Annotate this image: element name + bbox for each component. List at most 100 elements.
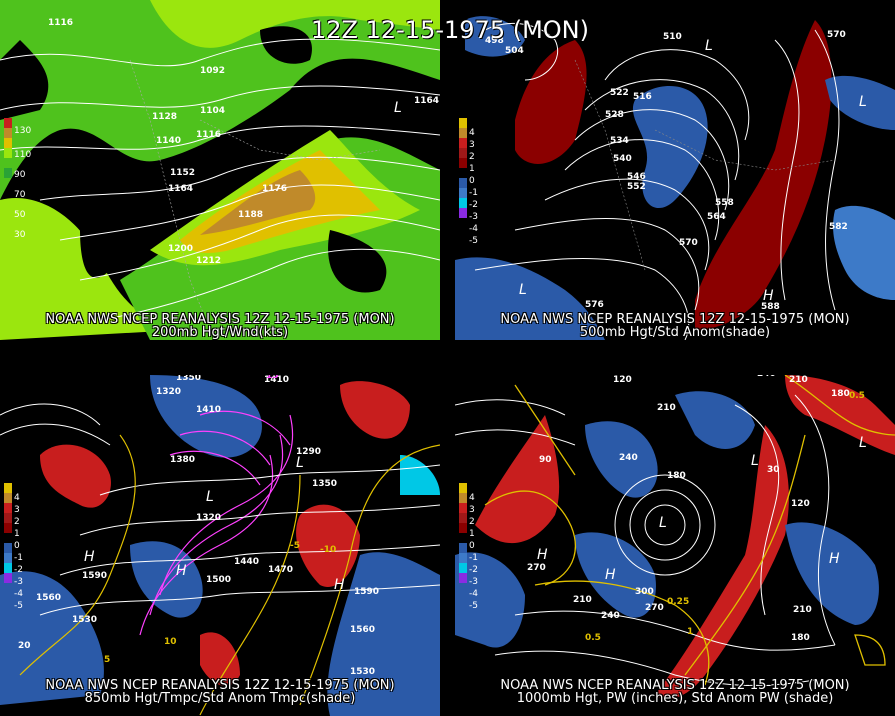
temp-label: 5 — [104, 655, 111, 665]
contour-label: 180 — [831, 389, 850, 399]
high-center: H — [84, 549, 95, 565]
contour-label: 1590 — [354, 587, 380, 597]
contour-label: 210 — [793, 605, 812, 615]
contour-label: 1092 — [200, 66, 226, 76]
contour-label: 1212 — [196, 256, 222, 266]
legend-label: 4 — [469, 128, 475, 138]
contour-label: 120 — [613, 375, 632, 385]
legend-label: 2 — [469, 152, 475, 162]
contour-label: 1590 — [82, 571, 108, 581]
legend-label: 1 — [14, 529, 20, 539]
contour-label: 588 — [761, 302, 780, 312]
contour-label: 570 — [827, 30, 846, 40]
temp-label: 20 — [18, 641, 31, 651]
panel-subtitle: 200mb Hgt/Wnd(kts) — [151, 325, 289, 340]
legend-label: 30 — [14, 230, 26, 240]
temp-label: 10 — [164, 637, 177, 647]
contour-label: 270 — [527, 563, 546, 573]
contour-label: 180 — [791, 633, 810, 643]
contour-label: 510 — [663, 32, 682, 42]
contour-label: 1380 — [170, 455, 196, 465]
map-200mb — [0, 0, 440, 340]
contour-label: 534 — [610, 136, 629, 146]
contour-label: 1500 — [206, 575, 232, 585]
contour-label: 1188 — [238, 210, 264, 220]
contour-label: 552 — [627, 182, 646, 192]
low-center: L — [296, 455, 304, 471]
legend-label: 2 — [469, 517, 475, 527]
legend-850mb — [4, 483, 12, 583]
temp-label: -5 — [290, 541, 300, 551]
contour-label: 180 — [667, 471, 686, 481]
contour-label: 1530 — [350, 667, 376, 677]
legend-label: 3 — [469, 140, 475, 150]
contour-label: 528 — [605, 110, 624, 120]
contour-label: 210 — [789, 375, 808, 385]
high-center: H — [763, 288, 774, 304]
contour-label: 1116 — [48, 18, 74, 28]
contour-label: 210 — [573, 595, 592, 605]
contour-label: 1560 — [36, 593, 62, 603]
legend-200mb — [4, 118, 12, 178]
panel-subtitle: 1000mb Hgt, PW (inches), Std Anom PW (sh… — [516, 691, 834, 706]
contour-label: 240 — [619, 453, 638, 463]
low-center: L — [751, 453, 759, 469]
contour-label: 558 — [715, 198, 734, 208]
panel-1000mb: 4 3 2 1 0 -1 -2 -3 -4 -5 240 210 180 120… — [455, 375, 895, 716]
contour-label: 240 — [601, 611, 620, 621]
legend-label: -2 — [14, 565, 23, 575]
panel-850mb: 4 3 2 1 0 -1 -2 -3 -4 -5 1350 1320 1410 … — [0, 375, 440, 716]
panel-subtitle: 500mb Hgt/Std Anom(shade) — [579, 325, 771, 340]
pw-label: 0.5 — [585, 633, 601, 643]
temp-label: 15 — [266, 375, 279, 381]
contour-label: 1320 — [156, 387, 182, 397]
low-center: L — [394, 100, 402, 116]
contour-label: 90 — [539, 455, 552, 465]
contour-label: 570 — [679, 238, 698, 248]
contour-label: 1440 — [234, 557, 260, 567]
high-center: H — [334, 577, 345, 593]
contour-label: 540 — [613, 154, 632, 164]
legend-label: -2 — [469, 565, 478, 575]
contour-label: 516 — [633, 92, 652, 102]
legend-label: -1 — [14, 553, 23, 563]
pw-label: 1 — [687, 627, 694, 637]
high-center: H — [176, 563, 187, 579]
legend-label: 3 — [469, 505, 475, 515]
low-center: L — [859, 435, 867, 451]
contour-label: 546 — [627, 172, 646, 182]
low-center: L — [859, 94, 867, 110]
low-center: L — [705, 38, 713, 54]
legend-label: 4 — [14, 493, 20, 503]
low-center: L — [519, 282, 527, 298]
contour-label: 1152 — [170, 168, 196, 178]
panel-500mb: 4 3 2 1 0 -1 -2 -3 -4 -5 498 504 510 516… — [455, 0, 895, 340]
legend-label: -1 — [469, 188, 478, 198]
contour-label: 582 — [829, 222, 848, 232]
contour-label: 240 — [757, 375, 776, 379]
contour-label: 1164 — [168, 184, 194, 194]
legend-label: -3 — [14, 577, 23, 587]
map-850mb — [0, 375, 440, 716]
contour-label: 1176 — [262, 184, 288, 194]
legend-label: 3 — [14, 505, 20, 515]
legend-label: -3 — [469, 212, 478, 222]
panel-200mb: 130 110 90 70 50 30 1116 1092 1104 1128 … — [0, 0, 440, 340]
contour-label: 498 — [485, 36, 504, 46]
legend-label: -1 — [469, 553, 478, 563]
legend-label: -4 — [469, 224, 478, 234]
panel-title: NOAA NWS NCEP REANALYSIS 12Z 12-15-1975 … — [500, 312, 850, 327]
contour-label: 1200 — [168, 244, 194, 254]
contour-label: 1104 — [200, 106, 226, 116]
contour-label: 1164 — [414, 96, 440, 106]
contour-label: 522 — [610, 88, 629, 98]
contour-label: 1116 — [196, 130, 222, 140]
legend-label: 0 — [469, 176, 475, 186]
contour-label: 564 — [707, 212, 726, 222]
pw-label: 0.25 — [667, 597, 690, 607]
map-1000mb — [455, 375, 895, 716]
contour-label: 576 — [585, 300, 604, 310]
legend-label: 90 — [14, 170, 26, 180]
contour-label: 300 — [635, 587, 654, 597]
legend-label: 130 — [14, 126, 32, 136]
